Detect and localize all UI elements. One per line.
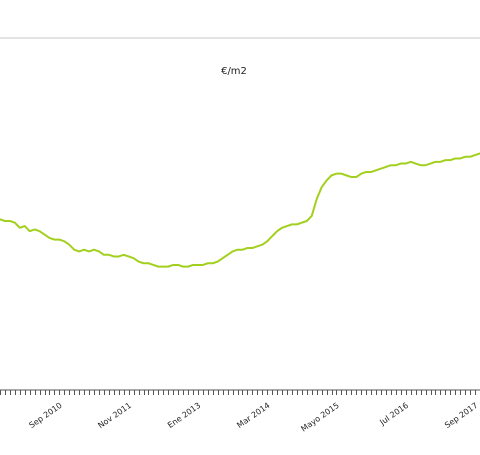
- x-axis-ticks: [1, 390, 480, 395]
- x-tick-label: Mayo 2015: [299, 401, 340, 434]
- x-tick-label: Jul 2016: [377, 401, 410, 428]
- x-tick-label: Sep 2017: [443, 401, 479, 430]
- y-unit-label: €/m2: [221, 66, 247, 77]
- x-axis-tick-labels: Sep 2010 Nov 2011 Ene 2013 Mar 2014 Mayo 201…: [27, 401, 479, 434]
- x-tick-label: Nov 2011: [96, 401, 133, 430]
- x-tick-label: Mar 2014: [235, 401, 271, 430]
- x-tick-label: Sep 2010: [27, 401, 63, 430]
- price-series-line: [0, 153, 480, 266]
- x-tick-label: Ene 2013: [166, 401, 202, 430]
